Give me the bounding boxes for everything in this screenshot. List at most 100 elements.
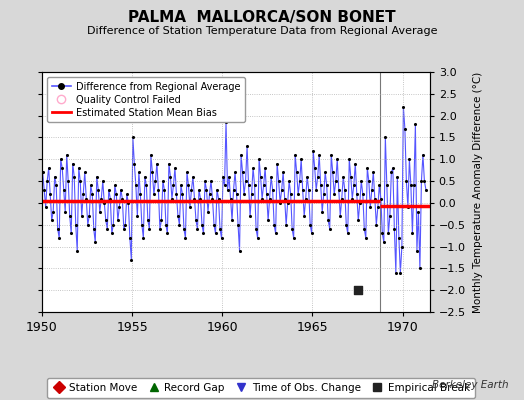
Point [353, 287, 362, 293]
Point [202, 187, 211, 193]
Text: Berkeley Earth: Berkeley Earth [432, 380, 508, 390]
Point [166, 174, 174, 180]
Point [324, 217, 332, 224]
Point [303, 174, 311, 180]
Point [287, 191, 295, 197]
Point [169, 182, 178, 189]
Point [280, 195, 289, 202]
Point [154, 187, 162, 193]
Point [348, 195, 356, 202]
Point [323, 182, 331, 189]
Point [133, 213, 141, 219]
Point [150, 191, 158, 197]
Point [76, 178, 84, 184]
Legend: Station Move, Record Gap, Time of Obs. Change, Empirical Break: Station Move, Record Gap, Time of Obs. C… [47, 378, 475, 398]
Point [330, 191, 339, 197]
Point [69, 160, 77, 167]
Point [135, 169, 143, 176]
Point [210, 222, 218, 228]
Point [187, 187, 195, 193]
Point [175, 222, 183, 228]
Point [366, 204, 375, 210]
Point [94, 187, 103, 193]
Point [401, 126, 409, 132]
Point [40, 187, 48, 193]
Point [204, 208, 212, 215]
Point [171, 165, 179, 171]
Point [156, 226, 164, 232]
Point [112, 191, 121, 197]
Point [351, 160, 359, 167]
Point [362, 235, 370, 241]
Point [114, 217, 122, 224]
Point [320, 191, 328, 197]
Point [403, 204, 412, 210]
Point [393, 174, 401, 180]
Point [337, 195, 346, 202]
Point [411, 121, 420, 128]
Point [102, 217, 110, 224]
Point [377, 195, 385, 202]
Point [207, 178, 215, 184]
Point [95, 208, 104, 215]
Point [159, 178, 167, 184]
Text: PALMA  MALLORCA/SON BONET: PALMA MALLORCA/SON BONET [128, 10, 396, 25]
Point [83, 222, 92, 228]
Point [358, 191, 367, 197]
Point [242, 178, 250, 184]
Point [384, 230, 392, 237]
Point [234, 222, 242, 228]
Point [246, 213, 254, 219]
Point [333, 156, 342, 162]
Point [273, 160, 281, 167]
Point [126, 235, 134, 241]
Point [130, 160, 138, 167]
Point [316, 182, 325, 189]
Point [279, 169, 287, 176]
Point [282, 222, 290, 228]
Point [66, 213, 74, 219]
Point [383, 182, 391, 189]
Point [325, 226, 334, 232]
Point [49, 208, 58, 215]
Point [211, 230, 220, 237]
Point [399, 104, 408, 110]
Point [117, 187, 125, 193]
Point [73, 248, 81, 254]
Point [252, 226, 260, 232]
Point [354, 217, 363, 224]
Point [237, 152, 245, 158]
Point [344, 230, 352, 237]
Point [105, 187, 113, 193]
Point [91, 239, 100, 245]
Point [398, 243, 406, 250]
Point [357, 178, 365, 184]
Point [249, 165, 257, 171]
Point [363, 165, 372, 171]
Point [306, 222, 314, 228]
Point [180, 226, 188, 232]
Point [259, 182, 268, 189]
Point [297, 156, 305, 162]
Point [209, 195, 217, 202]
Point [283, 200, 292, 206]
Point [213, 187, 221, 193]
Point [225, 174, 233, 180]
Point [177, 182, 185, 189]
Point [222, 119, 230, 125]
Point [136, 191, 145, 197]
Point [413, 248, 421, 254]
Point [332, 178, 340, 184]
Point [152, 160, 161, 167]
Point [119, 226, 128, 232]
Point [228, 217, 236, 224]
Point [381, 134, 389, 141]
Point [52, 182, 60, 189]
Point [103, 226, 112, 232]
Point [106, 195, 115, 202]
Point [356, 200, 364, 206]
Point [277, 187, 286, 193]
Point [67, 230, 75, 237]
Point [85, 213, 93, 219]
Point [124, 200, 133, 206]
